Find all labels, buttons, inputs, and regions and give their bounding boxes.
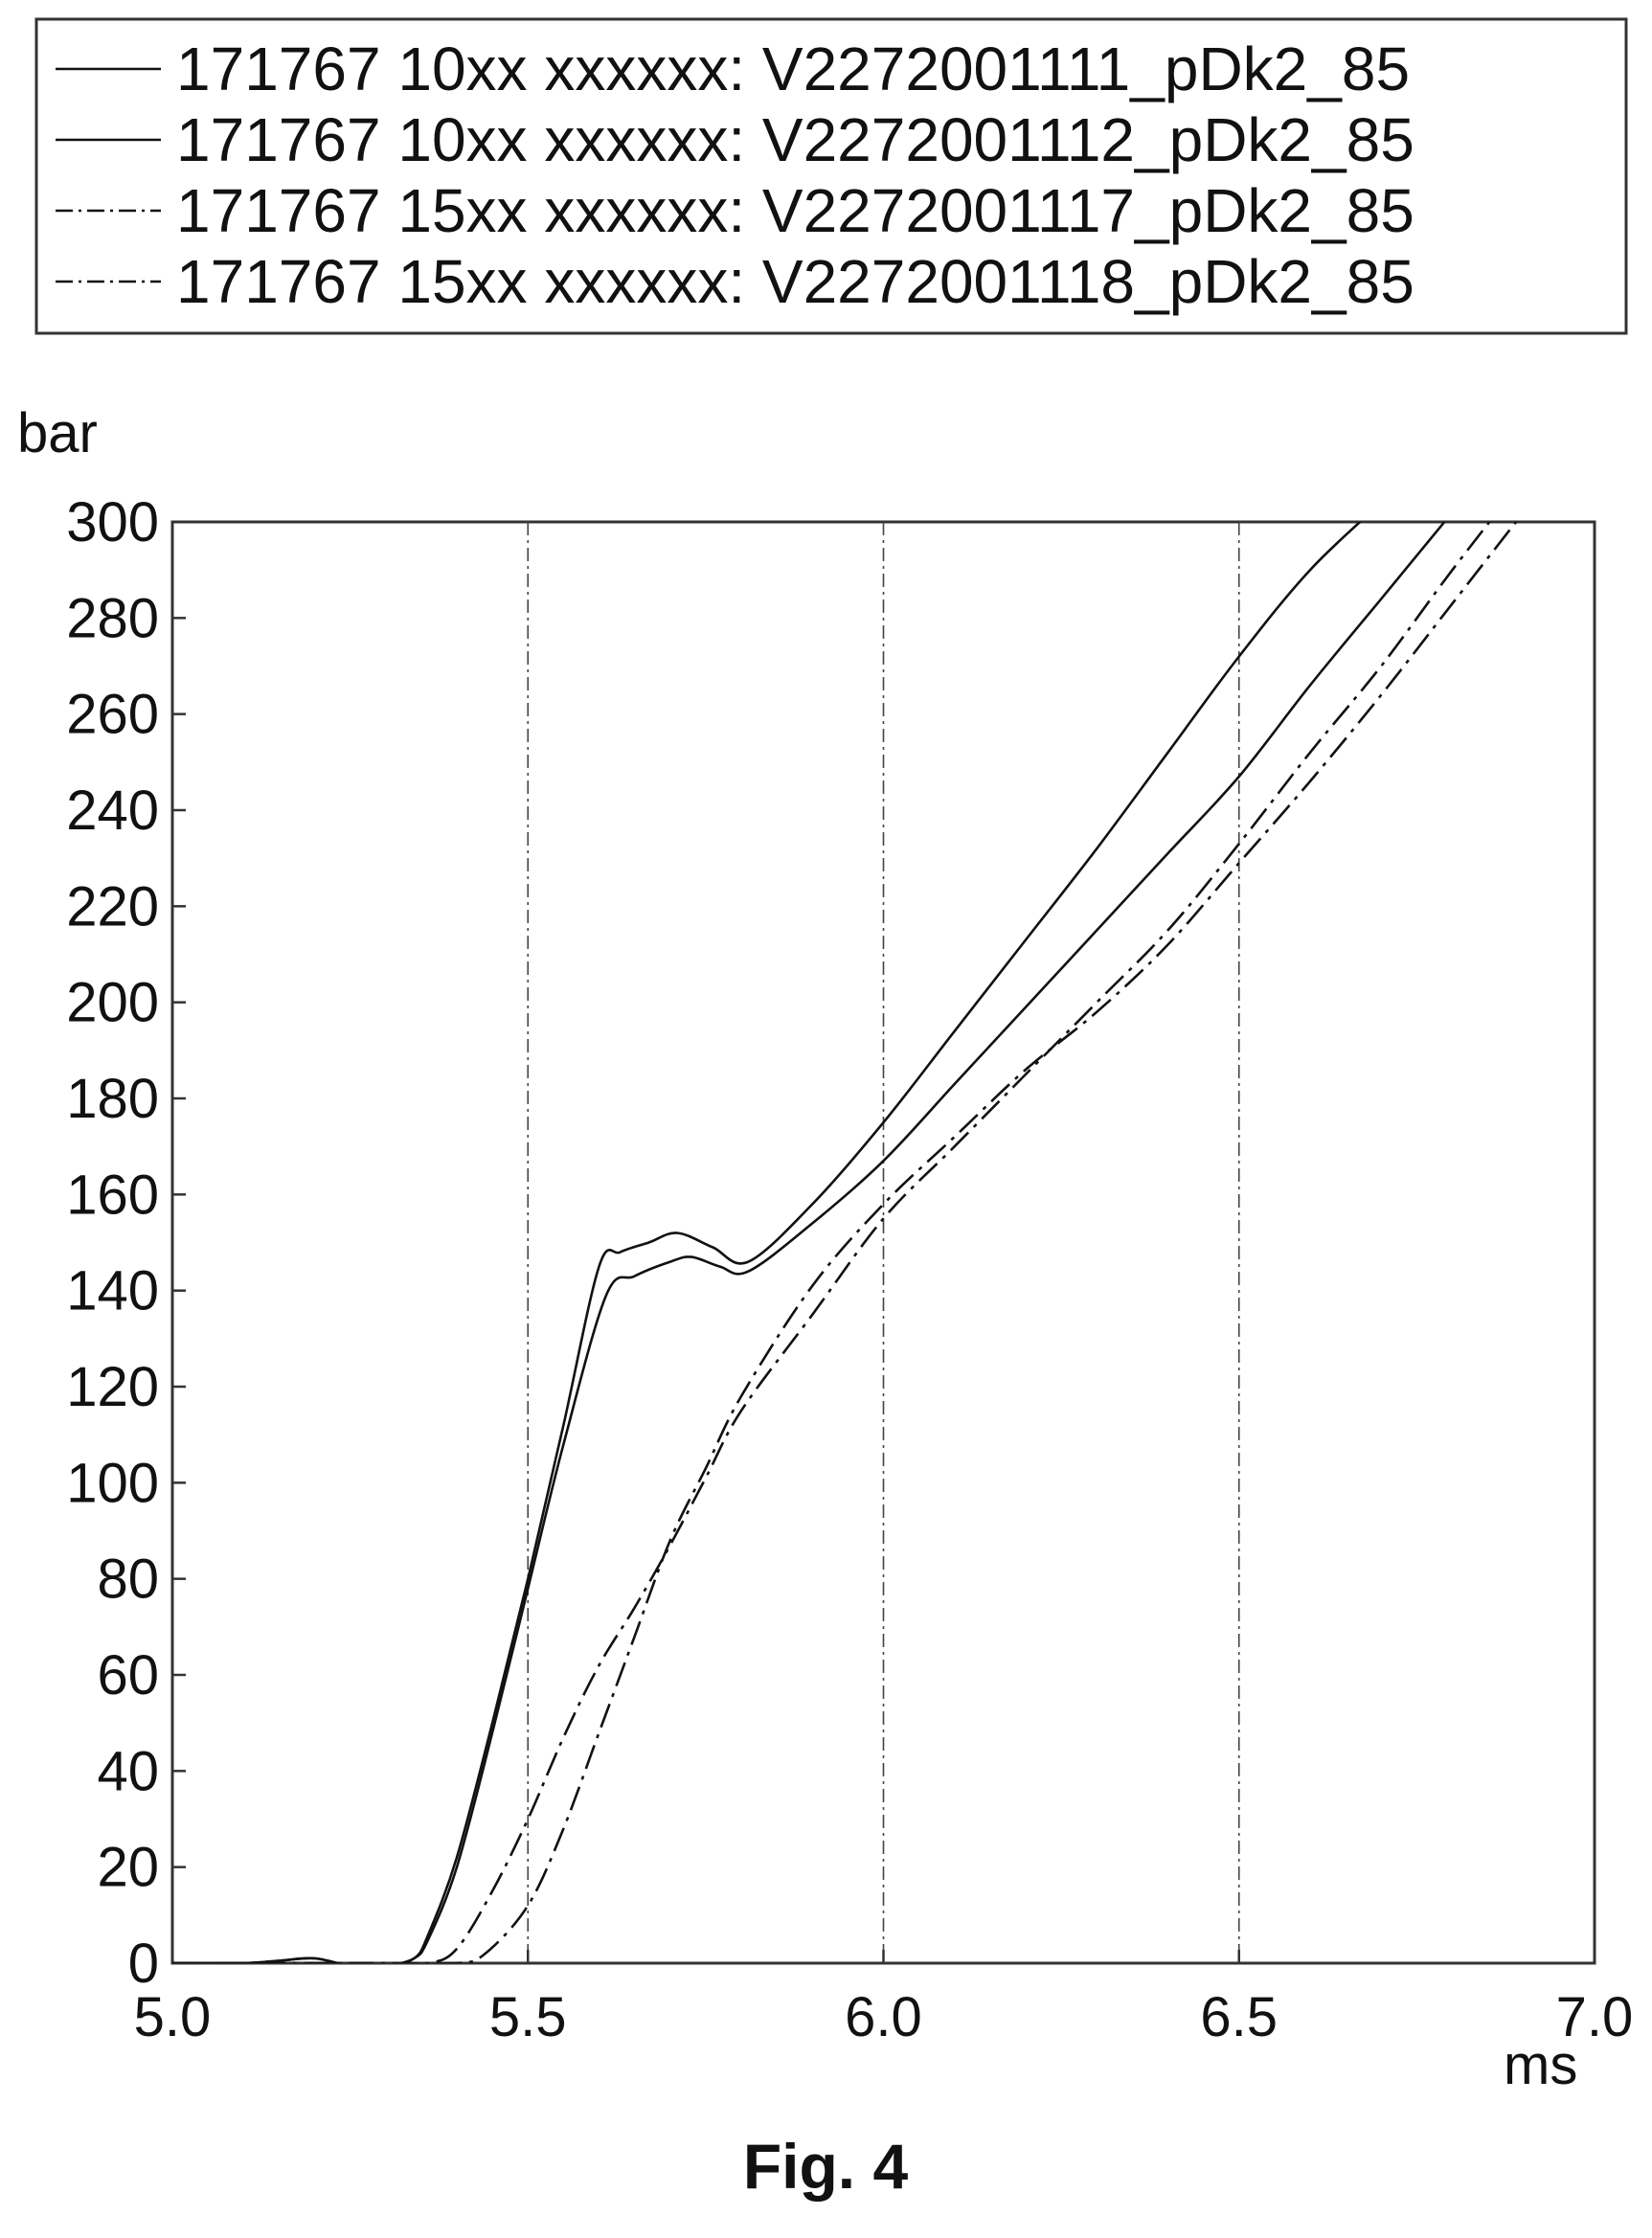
y-tick-label: 240 xyxy=(66,780,159,842)
y-tick-label: 120 xyxy=(66,1356,159,1418)
plot-area: 0 20 40 60 80 100 120 140 160 180 200 220 240 260 280 3… xyxy=(66,491,1634,2048)
legend-frame xyxy=(34,17,1628,335)
legend-entry-label: 171767 10xx xxxxxx: V2272001111_pDk2_85 xyxy=(176,34,1410,103)
y-tick-label: 100 xyxy=(66,1452,159,1514)
y-tick-label: 260 xyxy=(66,684,159,746)
legend-entries: 171767 10xx xxxxxx: V2272001111_pDk2_851… xyxy=(56,34,1414,316)
series-group xyxy=(172,522,1518,1963)
y-tick-label: 300 xyxy=(66,491,159,554)
y-tick-label: 220 xyxy=(66,875,159,938)
legend: 171767 10xx xxxxxx: V2272001111_pDk2_851… xyxy=(34,17,1628,335)
figure-caption: Fig. 4 xyxy=(743,2131,909,2202)
x-tick-label: 7.0 xyxy=(1556,1986,1634,2048)
y-tick-label: 40 xyxy=(97,1740,159,1802)
y-tick-label: 80 xyxy=(97,1549,159,1611)
series-line-3 xyxy=(172,522,1491,1963)
y-tick-label: 280 xyxy=(66,587,159,649)
y-tick-label: 140 xyxy=(66,1260,159,1322)
x-tick-label: 5.5 xyxy=(489,1986,567,2048)
series-line-4 xyxy=(172,522,1518,1963)
y-axis-unit: bar xyxy=(17,402,98,464)
y-tick-label: 160 xyxy=(66,1164,159,1226)
legend-entry-label: 171767 10xx xxxxxx: V2272001112_pDk2_85 xyxy=(176,105,1414,174)
x-tick-label: 5.0 xyxy=(134,1986,212,2048)
y-tick-label: 20 xyxy=(97,1837,159,1899)
legend-entry-label: 171767 15xx xxxxxx: V2272001118_pDk2_85 xyxy=(176,247,1414,316)
series-line-2 xyxy=(172,522,1446,1963)
y-tick-label: 60 xyxy=(97,1644,159,1707)
x-axis-unit: ms xyxy=(1504,2034,1577,2096)
x-tick-label: 6.0 xyxy=(845,1986,922,2048)
y-axis-ticks: 0 20 40 60 80 100 120 140 160 180 200 220 240 260 280 3… xyxy=(66,491,186,1995)
series-line-1 xyxy=(172,522,1363,1963)
x-axis-ticks: 5.0 5.5 6.0 6.5 7.0 xyxy=(134,1950,1634,2048)
reference-lines xyxy=(527,522,1240,1963)
y-tick-label: 180 xyxy=(66,1068,159,1130)
y-tick-label: 0 xyxy=(128,1933,159,1995)
legend-entry-label: 171767 15xx xxxxxx: V2272001117_pDk2_85 xyxy=(176,176,1414,245)
y-tick-label: 200 xyxy=(66,972,159,1034)
x-tick-label: 6.5 xyxy=(1200,1986,1278,2048)
